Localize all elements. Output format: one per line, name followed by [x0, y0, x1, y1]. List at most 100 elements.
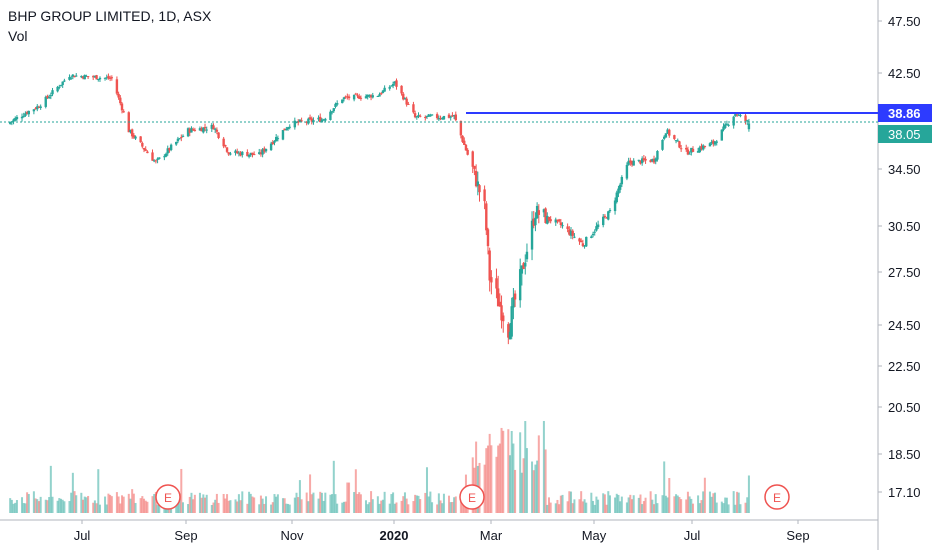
candle-body [595, 226, 598, 231]
candle-body [234, 150, 237, 154]
candle-body [329, 111, 332, 120]
candle-body [178, 138, 181, 140]
candle-body [507, 324, 510, 338]
candle-body [36, 106, 39, 110]
candle-body [464, 144, 468, 151]
candle-body [356, 95, 359, 97]
candle-body [91, 76, 95, 78]
candle-body [198, 128, 202, 131]
volume-bar [590, 492, 593, 513]
volume-bar [59, 498, 62, 513]
volume-bar [453, 497, 456, 513]
candle-body [573, 236, 576, 238]
volume-bar [490, 445, 493, 513]
candle-body [22, 116, 25, 118]
candle-body [341, 99, 344, 104]
candle-body [644, 158, 647, 161]
volume-bar [259, 495, 262, 513]
candle-body [544, 208, 547, 223]
candle-body [249, 152, 252, 156]
volume-bar [276, 494, 279, 513]
candle-body [691, 148, 695, 152]
volume-bar [317, 498, 320, 513]
volume-bar [71, 472, 74, 513]
candle-body [190, 128, 193, 133]
volume-bar [146, 501, 149, 513]
candle-body [715, 141, 718, 143]
volume-bar [644, 497, 647, 513]
volume-bar [342, 501, 345, 513]
candle-body [664, 133, 668, 138]
volume-bar [737, 492, 740, 513]
candle-body [617, 188, 620, 194]
candle-body [722, 126, 725, 131]
volume-bar [258, 504, 261, 513]
volume-bar [514, 469, 517, 513]
volume-bar [714, 492, 717, 513]
volume-bar [381, 499, 384, 513]
volume-bar [10, 499, 13, 513]
candle-body [442, 115, 446, 120]
candle-body [224, 145, 227, 147]
candle-body [488, 250, 491, 281]
volume-bar [239, 500, 242, 513]
candle-body [263, 148, 266, 152]
volume-bar [454, 496, 457, 513]
candle-body [32, 109, 36, 112]
volume-label: Vol [8, 28, 28, 44]
volume-bar [178, 493, 181, 513]
candle-body [322, 119, 325, 121]
volume-bar [68, 501, 71, 513]
volume-bar [224, 498, 227, 513]
volume-bar [449, 502, 452, 513]
candle-body [39, 106, 42, 108]
x-tick-label: Sep [786, 528, 809, 543]
candle-body [86, 76, 90, 78]
candle-body [452, 115, 456, 117]
volume-bar [285, 503, 288, 513]
volume-bar [715, 502, 718, 513]
candle-body [305, 121, 308, 123]
earnings-marker-label: E [773, 491, 781, 505]
candle-body [368, 94, 371, 96]
candle-body [273, 140, 276, 143]
candle-body [654, 158, 657, 162]
volume-bar [568, 491, 571, 513]
candle-body [412, 104, 415, 113]
candle-body [12, 119, 15, 122]
volume-bar [585, 502, 588, 513]
volume-bar [298, 480, 301, 513]
volume-bar [332, 460, 335, 513]
candle-body [247, 154, 251, 157]
volume-bar [522, 458, 525, 513]
candle-body [191, 129, 195, 131]
volume-bar [546, 504, 549, 513]
volume-bar [692, 503, 695, 513]
candle-body [391, 84, 395, 86]
candle-body [568, 229, 571, 235]
candle-body [415, 116, 419, 118]
volume-bar [746, 497, 749, 513]
candle-body [690, 147, 693, 153]
candle-body [427, 114, 430, 117]
volume-bar [488, 433, 491, 513]
volume-bar [498, 443, 501, 513]
candle-body [696, 151, 700, 153]
volume-bar [73, 491, 76, 513]
volume-bar [22, 503, 25, 513]
volume-bar [593, 504, 596, 513]
volume-bar [153, 493, 156, 513]
volume-bar [234, 499, 237, 513]
candle-body [122, 111, 125, 113]
volume-bar [334, 494, 337, 513]
candle-body [490, 277, 493, 283]
candle-body [297, 121, 300, 123]
y-tick-label: 24.50 [888, 318, 921, 333]
earnings-marker [459, 484, 485, 510]
candle-body [744, 115, 747, 122]
volume-bar [248, 491, 251, 513]
volume-bar [656, 503, 659, 513]
candle-body [532, 218, 535, 226]
candle-body [358, 96, 361, 99]
volume-bar [287, 503, 290, 513]
